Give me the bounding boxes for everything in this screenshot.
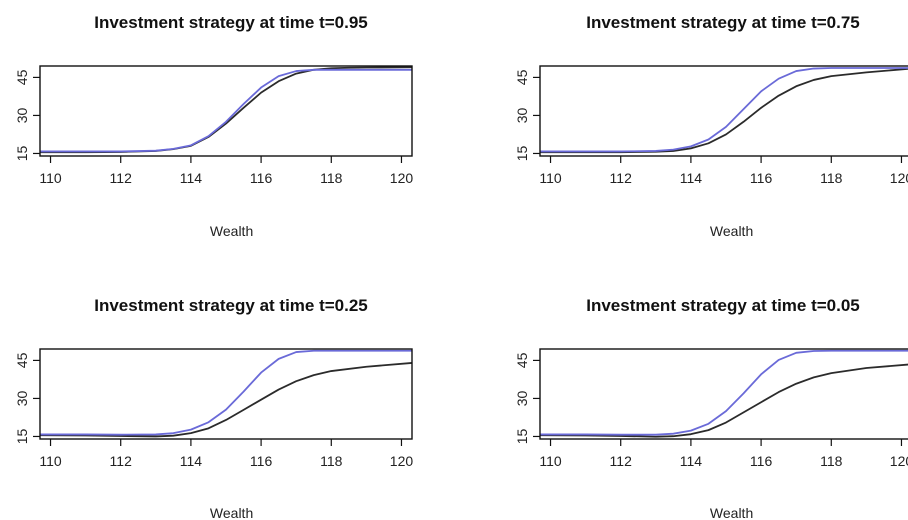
y-tick-label: 45 bbox=[14, 352, 30, 368]
plot-frame bbox=[39, 348, 413, 440]
plot-frame bbox=[39, 65, 413, 157]
plot-frame bbox=[539, 65, 908, 157]
chart-panel-1: Investment strategy at time t=0.95 110 112… bbox=[14, 13, 413, 239]
x-tick-label: 112 bbox=[610, 453, 633, 469]
x-tick-label: 114 bbox=[180, 453, 203, 469]
y-tick-label: 45 bbox=[514, 352, 530, 368]
x-tick-label: 114 bbox=[680, 453, 703, 469]
series-line-blue bbox=[540, 67, 908, 153]
y-tick-label: 15 bbox=[14, 145, 30, 161]
chart-title: Investment strategy at time t=0.25 bbox=[94, 296, 368, 315]
chart-title: Investment strategy at time t=0.95 bbox=[94, 13, 368, 32]
x-tick-label: 110 bbox=[39, 170, 62, 186]
x-tick-label: 118 bbox=[320, 453, 343, 469]
series-line-blue bbox=[540, 349, 908, 436]
x-tick-label: 114 bbox=[180, 170, 203, 186]
series-line-black bbox=[540, 363, 908, 438]
plot-frame bbox=[539, 348, 908, 440]
x-axis-label: Wealth bbox=[210, 505, 253, 520]
x-tick-label: 118 bbox=[820, 170, 843, 186]
y-tick-label: 45 bbox=[514, 69, 530, 85]
chart-panel-2: Investment strategy at time t=0.75 110 112… bbox=[514, 13, 908, 239]
y-tick-label: 30 bbox=[14, 107, 30, 123]
series-line-black bbox=[40, 362, 412, 438]
y-tick-label: 30 bbox=[514, 390, 530, 406]
x-axis-label: Wealth bbox=[210, 223, 253, 239]
x-tick-label: 110 bbox=[539, 170, 562, 186]
chart-panel-3: Investment strategy at time t=0.25 110 112… bbox=[14, 296, 413, 520]
x-tick-label: 120 bbox=[390, 453, 414, 469]
y-tick-label: 30 bbox=[14, 390, 30, 406]
x-tick-label: 114 bbox=[680, 170, 703, 186]
y-tick-label: 15 bbox=[514, 145, 530, 161]
series-line-black bbox=[40, 66, 412, 154]
x-tick-label: 120 bbox=[890, 453, 908, 469]
x-tick-label: 120 bbox=[390, 170, 414, 186]
chart-title: Investment strategy at time t=0.75 bbox=[586, 13, 860, 32]
y-tick-label: 45 bbox=[14, 69, 30, 85]
x-tick-label: 120 bbox=[890, 170, 908, 186]
y-tick-label: 30 bbox=[514, 107, 530, 123]
series-line-blue bbox=[40, 349, 412, 436]
x-tick-label: 118 bbox=[320, 170, 343, 186]
x-tick-label: 112 bbox=[110, 170, 133, 186]
x-tick-label: 112 bbox=[110, 453, 133, 469]
y-tick-label: 15 bbox=[14, 428, 30, 444]
x-tick-label: 116 bbox=[750, 170, 773, 186]
x-axis-label: Wealth bbox=[710, 505, 753, 520]
x-tick-label: 118 bbox=[820, 453, 843, 469]
x-tick-label: 116 bbox=[750, 453, 773, 469]
x-tick-label: 110 bbox=[39, 453, 62, 469]
x-tick-label: 116 bbox=[250, 453, 273, 469]
x-tick-label: 112 bbox=[610, 170, 633, 186]
x-tick-label: 110 bbox=[539, 453, 562, 469]
chart-panel-4: Investment strategy at time t=0.05 110 112… bbox=[514, 296, 908, 520]
series-line-black bbox=[540, 67, 908, 154]
x-tick-label: 116 bbox=[250, 170, 273, 186]
chart-title: Investment strategy at time t=0.05 bbox=[586, 296, 860, 315]
y-tick-label: 15 bbox=[514, 428, 530, 444]
series-line-blue bbox=[40, 68, 412, 153]
x-axis-label: Wealth bbox=[710, 223, 753, 239]
